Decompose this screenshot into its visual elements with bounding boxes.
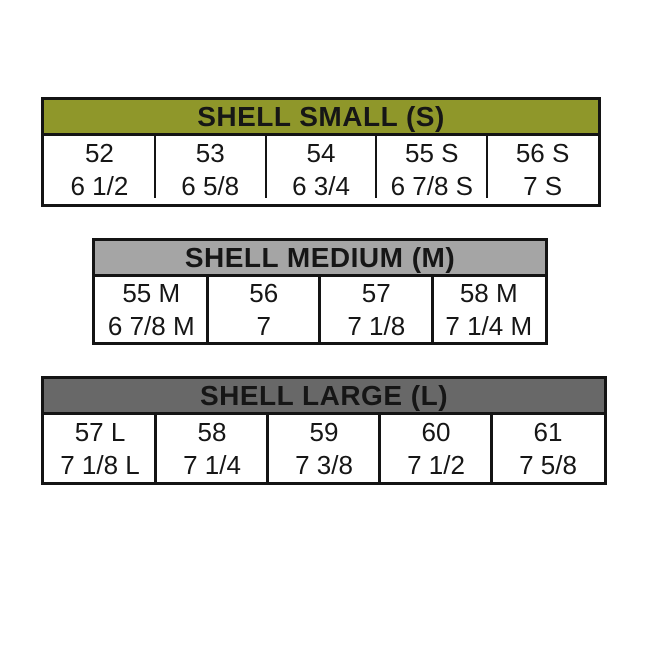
hat-size: 7 1/8 <box>347 311 406 341</box>
size-cell: 55 S 6 7/8 S <box>376 136 488 204</box>
size-cell: 52 6 1/2 <box>44 136 156 204</box>
shell-size: 59 <box>309 416 339 447</box>
size-cell: 54 6 3/4 <box>266 136 378 204</box>
size-cell: 57 7 1/8 <box>320 277 433 343</box>
shell-size: 57 L <box>74 416 126 447</box>
shell-small-title: SHELL SMALL (S) <box>197 100 445 132</box>
shell-size: 54 <box>306 138 336 168</box>
shell-small-body: 52 6 1/2 53 6 5/8 54 6 3/4 55 S 6 7/8 S … <box>44 136 598 204</box>
shell-size: 55 M <box>122 278 181 308</box>
shell-size: 60 <box>421 416 451 447</box>
hat-size: 7 3/8 <box>295 449 353 480</box>
shell-medium-table: SHELL MEDIUM (M) 55 M 6 7/8 M 56 7 57 7 … <box>92 238 548 345</box>
size-cell: 56 S 7 S <box>487 136 598 204</box>
size-cell: 58 7 1/4 <box>156 415 269 482</box>
hat-size: 7 <box>256 311 271 341</box>
shell-large-body: 57 L 7 1/8 L 58 7 1/4 59 7 3/8 60 7 1/2 … <box>44 415 604 482</box>
shell-size: 55 S <box>405 138 459 168</box>
hat-size: 6 1/2 <box>70 171 129 201</box>
shell-medium-body: 55 M 6 7/8 M 56 7 57 7 1/8 58 M 7 1/4 M <box>95 277 545 343</box>
hat-size: 6 7/8 S <box>390 171 473 201</box>
size-cell: 56 7 <box>208 277 321 343</box>
shell-size: 58 M <box>459 278 518 308</box>
shell-large-title: SHELL LARGE (L) <box>199 379 449 411</box>
shell-small-table: SHELL SMALL (S) 52 6 1/2 53 6 5/8 54 6 3… <box>41 97 601 207</box>
hat-size: 6 5/8 <box>181 171 240 201</box>
shell-size: 56 S <box>515 138 570 168</box>
shell-large-header: SHELL LARGE (L) <box>44 379 604 415</box>
size-cell: 58 M 7 1/4 M <box>433 277 546 343</box>
hat-size: 6 3/4 <box>292 171 350 201</box>
shell-size: 52 <box>84 138 114 168</box>
hat-size: 7 S <box>523 171 563 201</box>
shell-medium-title: SHELL MEDIUM (M) <box>184 241 456 273</box>
size-cell: 53 6 5/8 <box>155 136 267 204</box>
size-cell: 55 M 6 7/8 M <box>95 277 208 343</box>
shell-size: 61 <box>533 416 563 447</box>
hat-size: 7 1/4 M <box>445 311 533 341</box>
shell-large-table: SHELL LARGE (L) 57 L 7 1/8 L 58 7 1/4 59… <box>41 376 607 485</box>
size-cell: 60 7 1/2 <box>380 415 493 482</box>
shell-medium-header: SHELL MEDIUM (M) <box>95 241 545 277</box>
shell-size: 58 <box>197 416 227 447</box>
hat-size: 7 1/8 L <box>60 449 140 480</box>
size-cell: 59 7 3/8 <box>268 415 381 482</box>
shell-small-header: SHELL SMALL (S) <box>44 100 598 136</box>
shell-size: 56 <box>249 278 279 308</box>
size-cell: 57 L 7 1/8 L <box>44 415 157 482</box>
shell-size: 53 <box>195 138 225 168</box>
shell-size: 57 <box>361 278 391 308</box>
size-cell: 61 7 5/8 <box>492 415 604 482</box>
hat-size: 7 1/2 <box>407 449 465 480</box>
hat-size: 7 1/4 <box>183 449 241 480</box>
hat-size: 7 5/8 <box>519 449 577 480</box>
hat-size: 6 7/8 M <box>107 311 195 341</box>
